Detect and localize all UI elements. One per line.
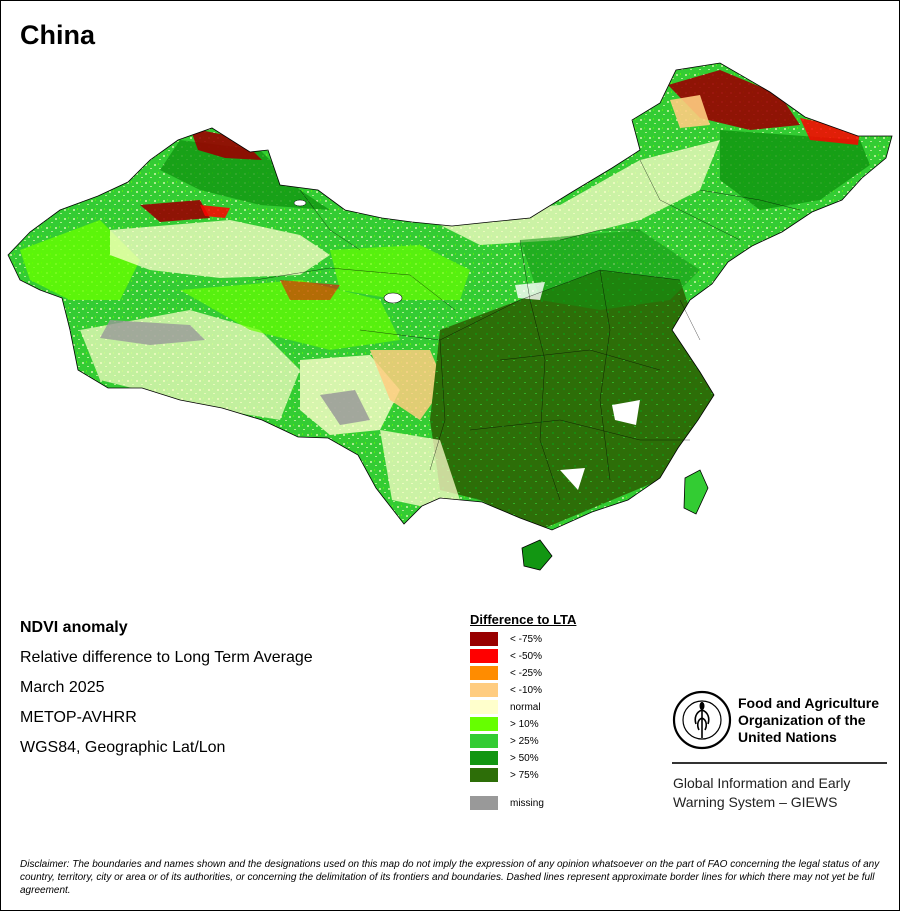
legend-swatch (470, 700, 498, 714)
ndvi-anomaly-map (7, 62, 893, 571)
disclaimer-text: Disclaimer: The boundaries and names sho… (20, 859, 880, 896)
legend-label: < -10% (510, 684, 542, 696)
map-title: China (20, 20, 96, 50)
legend-item: > 75% (470, 768, 539, 782)
info-date: March 2025 (20, 679, 105, 696)
info-description: Relative difference to Long Term Average (20, 649, 313, 666)
legend-title: Difference to LTA (470, 612, 577, 627)
legend-item: > 25% (470, 734, 539, 748)
legend-label: > 25% (510, 735, 539, 747)
legend-item: < -50% (470, 649, 542, 663)
legend-label: > 10% (510, 718, 539, 730)
legend-swatch (470, 666, 498, 680)
legend-swatch (470, 796, 498, 810)
fao-org-name: Food and Agriculture Organization of the… (738, 695, 879, 746)
legend-item: < -25% (470, 666, 542, 680)
legend-label: > 50% (510, 752, 539, 764)
legend-label: < -50% (510, 650, 542, 662)
legend-item: missing (470, 796, 544, 810)
legend-swatch (470, 632, 498, 646)
legend-swatch (470, 683, 498, 697)
legend-label: < -75% (510, 633, 542, 645)
info-sensor: METOP-AVHRR (20, 709, 137, 726)
giews-line: Warning System – GIEWS (673, 794, 838, 810)
legend-swatch (470, 717, 498, 731)
giews-line: Global Information and Early (673, 775, 851, 791)
legend-item: > 50% (470, 751, 539, 765)
legend-label: normal (510, 701, 541, 713)
legend-label: > 75% (510, 769, 539, 781)
legend-swatch (470, 734, 498, 748)
legend-label: < -25% (510, 667, 542, 679)
fao-org-line: Food and Agriculture (738, 695, 880, 711)
info-projection: WGS84, Geographic Lat/Lon (20, 739, 226, 756)
divider (672, 762, 887, 764)
giews-text: Global Information and Early Warning Sys… (673, 774, 850, 812)
legend-label: missing (510, 797, 544, 809)
legend-item: < -10% (470, 683, 542, 697)
legend-swatch (470, 751, 498, 765)
info-product: NDVI anomaly (20, 619, 128, 636)
legend-item: > 10% (470, 717, 539, 731)
fao-org-line: Organization of the (738, 712, 866, 728)
legend-item: normal (470, 700, 541, 714)
legend-swatch (470, 768, 498, 782)
fao-logo-icon (672, 690, 732, 750)
fao-org-line: United Nations (738, 729, 837, 745)
legend-item: < -75% (470, 632, 542, 646)
legend-swatch (470, 649, 498, 663)
